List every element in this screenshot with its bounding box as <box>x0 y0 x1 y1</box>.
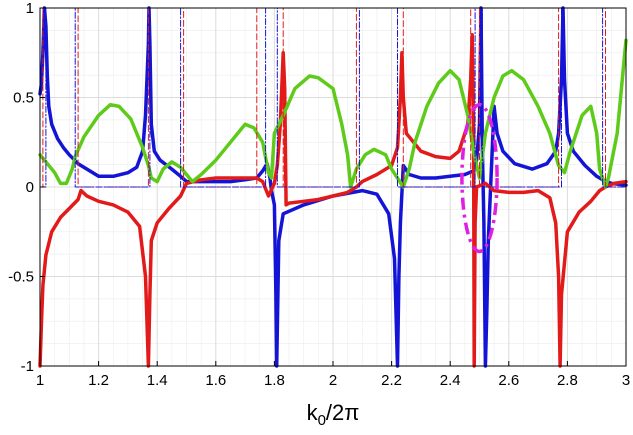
x-tick-label: 1.6 <box>205 372 226 389</box>
y-tick-label: 0.5 <box>13 90 34 107</box>
x-tick-label: 2.6 <box>498 372 519 389</box>
x-tick-label: 2.2 <box>381 372 402 389</box>
y-tick-label: -0.5 <box>8 269 34 286</box>
tick-layer: 1 1.2 1.4 1.6 1.8 2 2.2 2.4 2.6 2.8 3 -1 -0.5 0 0.5 1 <box>8 0 630 389</box>
series-blue-solid-line <box>38 6 628 368</box>
y-tick-label: 0 <box>26 179 34 196</box>
x-tick-label: 1.4 <box>147 372 168 389</box>
x-tick-label: 2.8 <box>557 372 578 389</box>
x-tick-label: 3 <box>622 372 630 389</box>
series-layer <box>38 6 628 368</box>
series-green-solid-line <box>38 38 628 189</box>
x-tick-label: 1.8 <box>264 372 285 389</box>
x-tick-label: 2.4 <box>440 372 461 389</box>
x-tick-label: 1.2 <box>88 372 109 389</box>
x-tick-label: 1 <box>36 372 44 389</box>
highlight-ellipse <box>460 102 499 254</box>
y-tick-label: -1 <box>21 358 34 375</box>
x-axis-label: k0/2π <box>307 400 360 429</box>
series-red-solid-line <box>38 33 628 368</box>
y-tick-label: 1 <box>26 0 34 17</box>
series-blue-dashdot-line <box>39 7 627 188</box>
annotation-layer <box>460 102 499 254</box>
x-tick-label: 2 <box>329 372 337 389</box>
